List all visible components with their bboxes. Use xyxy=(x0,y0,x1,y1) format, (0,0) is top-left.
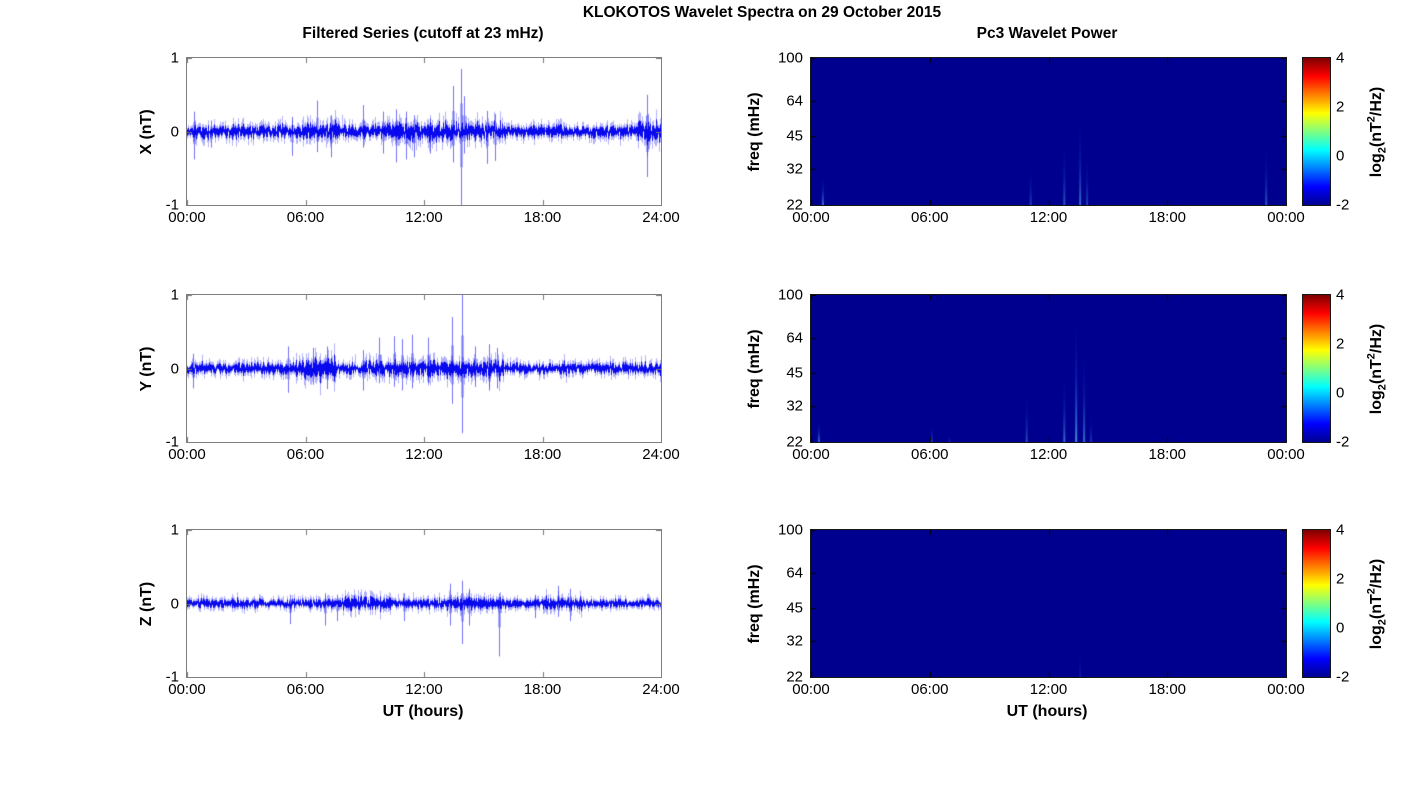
y-axis-label-z-nt: Z (nT) xyxy=(138,581,155,626)
y-tick-label: 45 xyxy=(786,127,803,145)
colorbar-label: log2(nT2/Hz) xyxy=(1365,323,1389,414)
x-tick-label: 18:00 xyxy=(1148,209,1187,226)
colorbar-tick-label: 4 xyxy=(1336,521,1345,539)
y-tick-label: 100 xyxy=(777,286,803,304)
colorbar-tick-label: -2 xyxy=(1336,668,1350,686)
colorbar-x-power: log2(nT2/Hz) 4 2 0 -2 xyxy=(1302,50,1388,214)
colorbar-tick-label: -2 xyxy=(1336,433,1350,451)
y-tick-label: 32 xyxy=(786,160,803,178)
figure-title: KLOKOTOS Wavelet Spectra on 29 October 2… xyxy=(582,4,942,21)
x-tick-label: 00:00 xyxy=(792,681,830,698)
y-axis-label-y-nt: Y (nT) xyxy=(138,345,155,392)
x-tick-label: 18:00 xyxy=(523,446,562,463)
z-power-spectrogram-canvas xyxy=(811,530,1286,677)
x-tick-label: 06:00 xyxy=(910,681,949,698)
colorbar-label: log2(nT2/Hz) xyxy=(1365,86,1389,177)
x-axis-label-right: UT (hours) xyxy=(1006,703,1088,720)
colorbar-label: log2(nT2/Hz) xyxy=(1365,558,1389,649)
y-tick-label: 0 xyxy=(170,595,179,612)
x-tick-label: 06:00 xyxy=(910,446,949,463)
y-tick-label: 22 xyxy=(786,196,803,214)
x-tick-label: 18:00 xyxy=(523,681,562,698)
x-tick-label: 24:00 xyxy=(642,209,680,226)
x-tick-label: 00:00 xyxy=(1267,446,1305,463)
y-tick-label: 1 xyxy=(170,521,179,539)
left-column-title: Filtered Series (cutoff at 23 mHz) xyxy=(302,25,544,42)
colorbar-tick-label: 0 xyxy=(1336,384,1345,402)
x-tick-label: 00:00 xyxy=(168,209,206,226)
y-tick-label: 1 xyxy=(170,286,179,304)
y-tick-label: 64 xyxy=(786,564,803,582)
panel-z-filtered-series: Z (nT) 00:00 06:00 12:00 18:00 24:00 1 0 -1 xyxy=(138,522,680,699)
colorbar-tick-label: 0 xyxy=(1336,147,1345,165)
y-tick-label: 45 xyxy=(786,364,803,382)
y-tick-label: 0 xyxy=(170,360,179,377)
y-axis-label-freq-mhz: freq (mHz) xyxy=(746,91,763,172)
y-tick-label: 32 xyxy=(786,632,803,650)
panel-y-filtered-series: Y (nT) 00:00 06:00 12:00 18:00 24:00 1 0 -1 xyxy=(138,287,680,464)
y-tick-label: -1 xyxy=(165,433,179,451)
x-tick-label: 00:00 xyxy=(1267,209,1305,226)
x-tick-label: 12:00 xyxy=(405,681,443,698)
colorbar-tick-label: 0 xyxy=(1336,619,1345,637)
x-tick-label: 00:00 xyxy=(1267,681,1305,698)
x-tick-label: 18:00 xyxy=(1148,681,1187,698)
x-tick-label: 00:00 xyxy=(792,209,830,226)
panel-z-wavelet-power: freq (mHz) 00:00 06:00 12:00 18:00 00:00 100 6… xyxy=(746,522,1305,699)
x-tick-label: 18:00 xyxy=(1148,446,1187,463)
y-tick-label: 22 xyxy=(786,668,803,686)
panel-x-wavelet-power: freq (mHz) 00:00 06:00 12:00 18:00 00:00 100 6… xyxy=(746,50,1305,227)
y-axis-label-x-nt: X (nT) xyxy=(138,108,155,155)
y-tick-label: 100 xyxy=(777,521,803,539)
x-tick-label: 00:00 xyxy=(168,681,206,698)
y-tick-label: 1 xyxy=(170,49,179,67)
y-tick-label: -1 xyxy=(165,196,179,214)
y-power-spectrogram-canvas xyxy=(811,295,1286,442)
y-tick-label: 64 xyxy=(786,329,803,347)
y-axis-label-freq-mhz: freq (mHz) xyxy=(746,563,763,644)
right-column-title: Pc3 Wavelet Power xyxy=(976,25,1118,42)
colorbar-tick-label: 4 xyxy=(1336,286,1345,304)
y-tick-label: 100 xyxy=(777,49,803,67)
x-axis-label-left: UT (hours) xyxy=(382,703,464,720)
panel-x-filtered-series: X (nT) 00:00 06:00 12:00 18:00 24:00 1 0 -1 xyxy=(138,50,680,227)
colorbar-z-power: log2(nT2/Hz) 4 2 0 -2 xyxy=(1302,522,1388,686)
colorbar-tick-label: 2 xyxy=(1336,570,1345,588)
x-tick-label: 12:00 xyxy=(405,209,443,226)
x-tick-label: 12:00 xyxy=(1029,681,1068,698)
x-tick-label: 06:00 xyxy=(910,209,949,226)
colorbar-tick-label: 4 xyxy=(1336,49,1345,67)
x-tick-label: 24:00 xyxy=(642,681,680,698)
y-tick-label: 64 xyxy=(786,92,803,110)
colorbar-tick-label: -2 xyxy=(1336,196,1350,214)
y-tick-label: 32 xyxy=(786,397,803,415)
z-series-plot-canvas xyxy=(187,530,661,677)
colorbar-gradient xyxy=(1303,58,1330,205)
x-series-plot-canvas xyxy=(187,58,661,205)
x-tick-label: 12:00 xyxy=(1029,446,1068,463)
colorbar-tick-label: 2 xyxy=(1336,335,1345,353)
colorbar-y-power: log2(nT2/Hz) 4 2 0 -2 xyxy=(1302,287,1388,451)
colorbar-tick-label: 2 xyxy=(1336,98,1345,116)
x-tick-label: 18:00 xyxy=(523,209,562,226)
x-tick-label: 12:00 xyxy=(1029,209,1068,226)
x-tick-label: 06:00 xyxy=(286,681,325,698)
x-tick-label: 12:00 xyxy=(405,446,443,463)
x-tick-label: 06:00 xyxy=(286,446,325,463)
x-tick-label: 06:00 xyxy=(286,209,325,226)
y-tick-label: 22 xyxy=(786,433,803,451)
panel-y-wavelet-power: freq (mHz) 00:00 06:00 12:00 18:00 00:00 100 6… xyxy=(746,287,1305,464)
x-tick-label: 00:00 xyxy=(792,446,830,463)
x-tick-label: 24:00 xyxy=(642,446,680,463)
colorbar-gradient xyxy=(1303,530,1330,677)
y-tick-label: 45 xyxy=(786,599,803,617)
y-tick-label: -1 xyxy=(165,668,179,686)
colorbar-gradient xyxy=(1303,295,1330,442)
x-power-spectrogram-canvas xyxy=(811,58,1286,205)
y-tick-label: 0 xyxy=(170,123,179,140)
x-tick-label: 00:00 xyxy=(168,446,206,463)
y-axis-label-freq-mhz: freq (mHz) xyxy=(746,328,763,409)
y-series-plot-canvas xyxy=(187,295,661,442)
